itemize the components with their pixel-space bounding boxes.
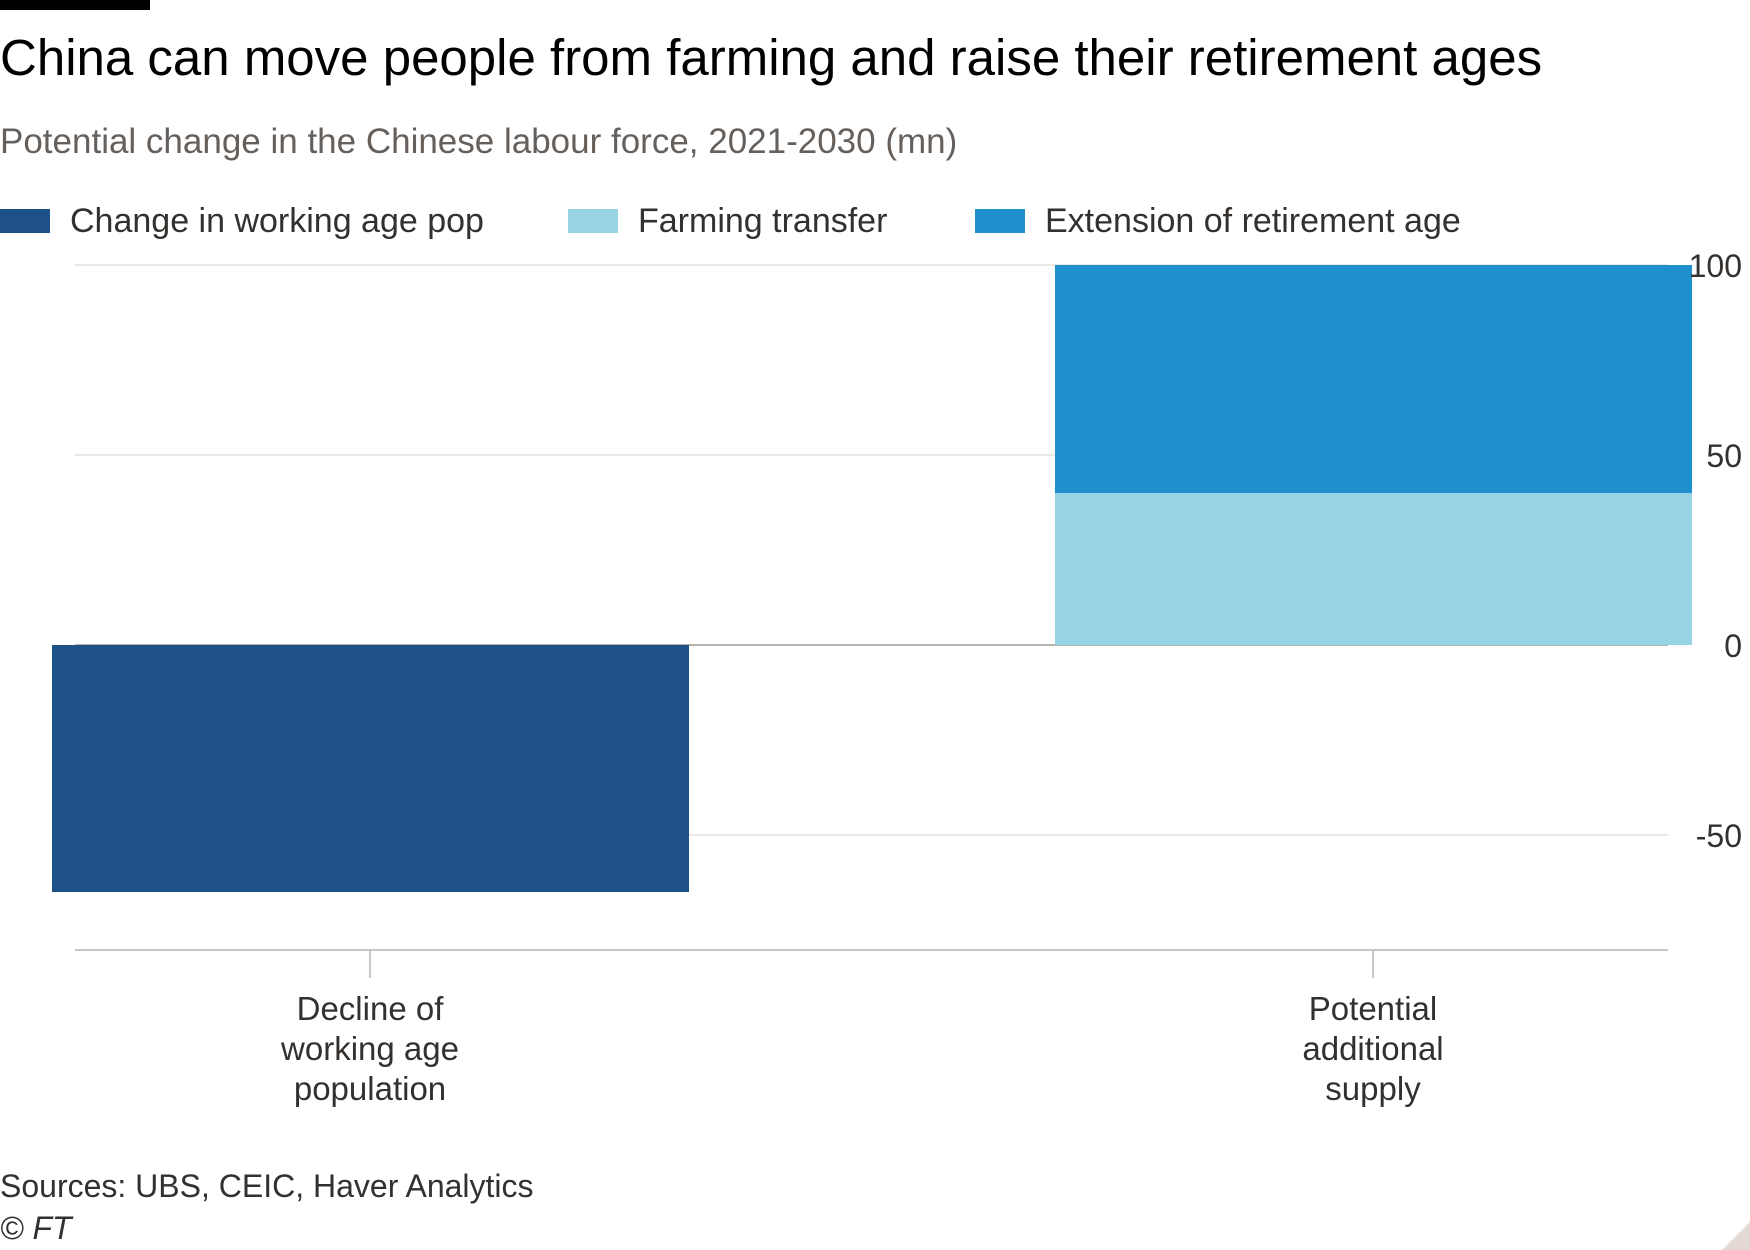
chart-subtitle: Potential change in the Chinese labour f… bbox=[0, 122, 958, 161]
axes: 100 50 0 -50 Decline of working age population… bbox=[75, 248, 1742, 1107]
source-note: Sources: UBS, CEIC, Haver Analytics bbox=[0, 1168, 534, 1204]
brand-top-bar bbox=[0, 0, 150, 10]
bar-retirement-age-cat1 bbox=[1055, 265, 1692, 493]
bar-working-age-pop-cat0 bbox=[52, 645, 689, 892]
legend-item-retirement-age: Extension of retirement age bbox=[975, 198, 1461, 244]
legend-swatch-retirement-age bbox=[975, 209, 1025, 233]
chart-plot-area: 100 50 0 -50 Decline of working age population… bbox=[52, 248, 1742, 1107]
bar-farming-transfer-cat1 bbox=[1055, 493, 1692, 645]
chart-title: China can move people from farming and r… bbox=[0, 29, 1543, 86]
x-category-label: Decline of working age population bbox=[280, 990, 459, 1107]
legend-label-retirement-age: Extension of retirement age bbox=[1045, 201, 1461, 240]
legend-label-farming-transfer: Farming transfer bbox=[638, 201, 888, 240]
y-tick-label: 100 bbox=[1689, 248, 1742, 284]
legend-label-working-age-pop: Change in working age pop bbox=[70, 201, 484, 240]
y-tick-label: 0 bbox=[1724, 628, 1742, 664]
y-tick-label: 50 bbox=[1706, 438, 1742, 474]
legend-swatch-farming-transfer bbox=[568, 209, 618, 233]
bars bbox=[52, 265, 1692, 892]
legend-swatch-working-age-pop bbox=[0, 209, 50, 233]
corner-fold bbox=[1722, 1222, 1750, 1250]
legend-item-working-age-pop: Change in working age pop bbox=[0, 198, 484, 244]
copyright-note: © FT bbox=[0, 1210, 72, 1246]
x-category-label: Potential additional supply bbox=[1302, 990, 1443, 1107]
y-tick-label: -50 bbox=[1696, 818, 1742, 854]
legend-item-farming-transfer: Farming transfer bbox=[568, 198, 887, 244]
